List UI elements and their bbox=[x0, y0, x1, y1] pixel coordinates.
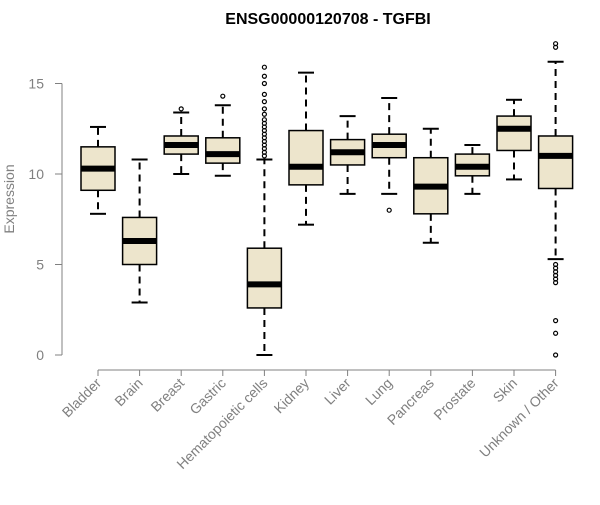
box-series bbox=[80, 41, 574, 358]
x-tick-label: Skin bbox=[490, 375, 521, 406]
y-tick-label: 10 bbox=[28, 166, 44, 182]
box-iqr bbox=[205, 137, 241, 164]
outlier-point bbox=[261, 80, 267, 87]
box-gastric bbox=[205, 93, 241, 177]
box-bladder bbox=[80, 125, 116, 215]
box-pancreas bbox=[413, 127, 449, 244]
outlier-point bbox=[261, 91, 267, 97]
chart-title: ENSG00000120708 - TGFBI bbox=[225, 11, 430, 28]
outlier-point bbox=[552, 318, 559, 324]
x-tick-label: Prostate bbox=[430, 375, 478, 423]
outlier-point bbox=[261, 117, 267, 123]
box-kidney bbox=[288, 71, 324, 226]
outlier-point bbox=[552, 41, 559, 47]
x-tick-label: Liver bbox=[321, 375, 354, 408]
x-tick-label: Breast bbox=[147, 375, 187, 415]
box-lung bbox=[371, 96, 407, 213]
box-prostate bbox=[454, 144, 491, 195]
box-breast bbox=[163, 106, 199, 175]
x-tick-label: Bladder bbox=[59, 375, 105, 421]
box-iqr bbox=[496, 115, 532, 152]
box-liver bbox=[329, 115, 366, 195]
box-iqr bbox=[537, 135, 574, 190]
outlier-point bbox=[552, 330, 559, 336]
y-axis: 0 5 10 15 bbox=[28, 76, 63, 363]
outlier-point bbox=[261, 98, 267, 105]
box-hematopoietic-cells bbox=[246, 64, 283, 356]
outlier-point bbox=[552, 352, 559, 358]
outlier-point bbox=[220, 93, 226, 99]
outlier-point bbox=[386, 207, 392, 213]
outlier-point bbox=[261, 73, 267, 79]
outlier-point bbox=[552, 280, 559, 286]
x-tick-label: Brain bbox=[111, 375, 145, 409]
x-tick-label: Kidney bbox=[271, 375, 313, 417]
box-brain bbox=[121, 158, 158, 304]
y-tick-label: 5 bbox=[36, 257, 44, 273]
x-tick-label: Unknown / Other bbox=[476, 375, 562, 461]
outlier-point bbox=[261, 106, 267, 112]
y-tick-label: 15 bbox=[28, 76, 44, 92]
box-iqr bbox=[246, 247, 283, 309]
outlier-point bbox=[261, 111, 267, 117]
box-unknown-other bbox=[537, 41, 574, 358]
y-axis-label: Expression bbox=[1, 164, 17, 233]
outlier-point bbox=[261, 64, 267, 70]
y-tick-label: 0 bbox=[36, 347, 44, 363]
outlier-point bbox=[178, 106, 184, 112]
box-iqr bbox=[288, 129, 324, 186]
box-skin bbox=[496, 98, 532, 181]
x-tick-label: Lung bbox=[362, 375, 395, 408]
